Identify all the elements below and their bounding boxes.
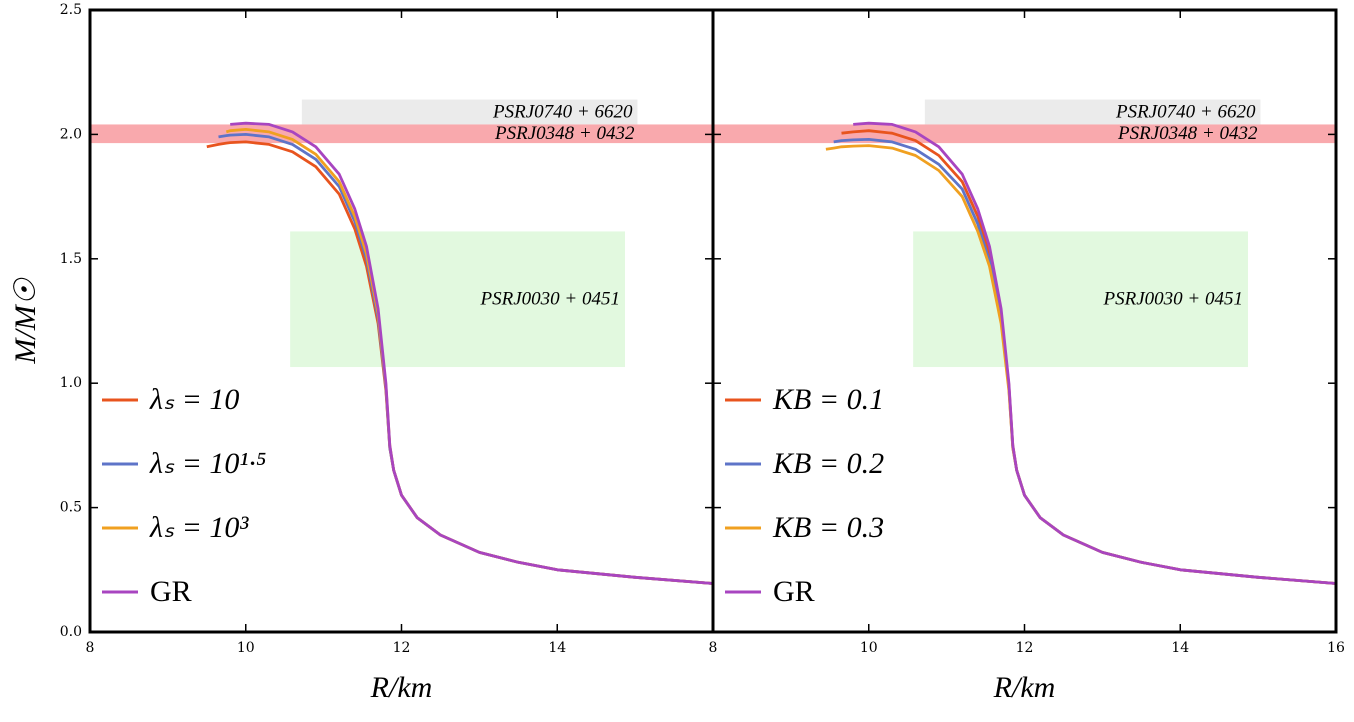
plot-frame	[711, 8, 1338, 634]
legend-label: KB = 0.1	[772, 383, 884, 416]
y-tick-label: 0.5	[60, 500, 82, 516]
band-label: PSRJ0740 + 6620	[492, 101, 633, 122]
y-tick-label: 0.0	[60, 624, 82, 640]
x-axis-label: R/km	[993, 671, 1056, 704]
band-label: PSRJ0740 + 6620	[1115, 101, 1256, 122]
band	[301, 99, 638, 125]
legend-label: λₛ = 10	[149, 383, 239, 416]
x-tick-label: 14	[548, 640, 566, 656]
y-tick-label: 2.5	[60, 2, 82, 18]
band-label: PSRJ0030 + 0451	[480, 289, 620, 310]
x-tick-label: 10	[237, 640, 255, 656]
legend-label: KB = 0.2	[772, 447, 884, 480]
curve	[853, 121, 1337, 585]
legend-label: λₛ = 10³	[149, 511, 249, 544]
band-label: PSRJ0030 + 0451	[1103, 289, 1243, 310]
legend-label: KB = 0.3	[772, 511, 884, 544]
band-label: PSRJ0348 + 0432	[1117, 123, 1258, 144]
x-axis-label: R/km	[370, 671, 433, 704]
x-tick-label: 10	[860, 640, 878, 656]
band	[913, 231, 1249, 368]
y-tick-label: 2.0	[60, 126, 82, 142]
x-tick-label: 8	[709, 640, 718, 656]
band	[924, 99, 1261, 125]
x-tick-label: 14	[1171, 640, 1189, 656]
band-label: PSRJ0348 + 0432	[494, 123, 635, 144]
legend-label: λₛ = 10¹·⁵	[149, 447, 266, 480]
x-tick-label: 16	[1327, 640, 1345, 656]
y-tick-label: 1.0	[60, 375, 82, 391]
curve	[230, 121, 714, 585]
band	[290, 231, 626, 368]
legend-label: GR	[150, 575, 192, 608]
x-tick-label: 12	[1016, 640, 1034, 656]
y-tick-label: 1.5	[60, 251, 82, 267]
legend-label: GR	[773, 575, 815, 608]
x-tick-label: 12	[393, 640, 411, 656]
x-tick-label: 8	[86, 640, 95, 656]
y-axis-label: M/M☉	[9, 277, 42, 364]
